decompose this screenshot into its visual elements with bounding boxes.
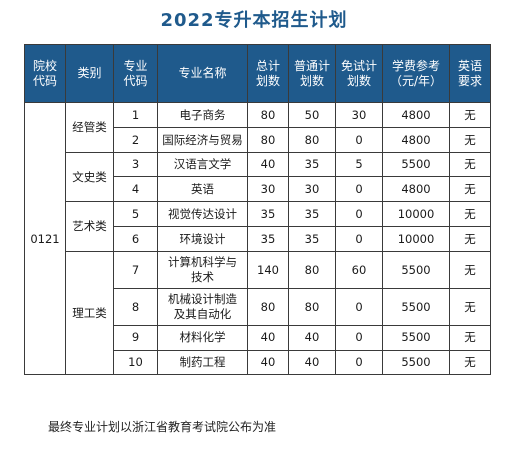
regular-cell: 80 — [288, 250, 336, 289]
major-name-cell: 机械设计制造 及其自动化 — [157, 287, 248, 326]
total-cell: 30 — [247, 176, 289, 203]
english-cell: 无 — [449, 102, 491, 128]
tuition-cell: 5500 — [382, 324, 450, 351]
table-row: 理工类 7 计算机科学与 技术 140 80 60 5500 无 — [25, 250, 491, 376]
english-cell: 无 — [449, 349, 491, 376]
major-code-cell: 6 — [113, 225, 158, 252]
major-code-cell: 4 — [113, 176, 158, 203]
page-title: 2022专升本招生计划 — [160, 10, 348, 31]
header-tuition: 学费参考 （元/年） — [382, 44, 450, 103]
exempt-cell: 0 — [335, 324, 383, 351]
table-row: 9 材料化学 40 40 0 5500 无 — [25, 324, 491, 351]
exempt-cell: 30 — [335, 102, 383, 128]
regular-cell: 35 — [288, 151, 336, 178]
category-cell: 文史类 — [65, 151, 114, 203]
regular-cell: 35 — [288, 225, 336, 252]
tuition-cell: 4800 — [382, 176, 450, 203]
english-cell: 无 — [449, 126, 491, 153]
tuition-cell: 4800 — [382, 126, 450, 153]
english-cell: 无 — [449, 176, 491, 203]
category-cell: 理工类 — [65, 250, 114, 376]
header-regular: 普通计 划数 — [288, 44, 336, 103]
table-row: 文史类 3 汉语言文学 40 35 5 5500 无 — [25, 151, 491, 203]
major-name-cell: 汉语言文学 — [157, 151, 248, 178]
major-code-cell: 7 — [113, 250, 158, 289]
major-name-cell: 电子商务 — [157, 102, 248, 128]
total-cell: 140 — [247, 250, 289, 289]
header-school-code: 院校 代码 — [24, 44, 66, 103]
regular-cell: 40 — [288, 349, 336, 376]
english-cell: 无 — [449, 250, 491, 289]
total-cell: 35 — [247, 225, 289, 252]
school-code-cell: 0121 — [24, 101, 66, 376]
exempt-cell: 0 — [335, 201, 383, 227]
enrollment-plan-table: 院校 代码 类别 专业 代码 专业名称 总计 划数 普通计 划数 免试计 划数 — [24, 44, 491, 376]
header-english: 英语 要求 — [449, 44, 491, 103]
total-cell: 40 — [247, 151, 289, 178]
total-cell: 40 — [247, 349, 289, 376]
category-cell: 艺术类 — [65, 201, 114, 252]
total-cell: 80 — [247, 102, 289, 128]
header-total: 总计 划数 — [247, 44, 289, 103]
header-exempt: 免试计 划数 — [335, 44, 383, 103]
tuition-cell: 5500 — [382, 151, 450, 178]
total-cell: 35 — [247, 201, 289, 227]
major-name-cell: 计算机科学与 技术 — [157, 250, 248, 289]
major-name-cell: 英语 — [157, 176, 248, 203]
major-code-cell: 8 — [113, 287, 158, 326]
major-code-cell: 1 — [113, 102, 158, 128]
regular-cell: 50 — [288, 102, 336, 128]
total-cell: 80 — [247, 126, 289, 153]
regular-cell: 80 — [288, 126, 336, 153]
table-row: 0121 经管类 1 电子商务 80 50 30 4800 无 — [24, 101, 491, 376]
category-cell: 经管类 — [65, 102, 114, 153]
total-cell: 40 — [247, 324, 289, 351]
table-row: 10 制药工程 40 40 0 5500 无 — [25, 349, 491, 376]
table-header-row: 院校 代码 类别 专业 代码 专业名称 总计 划数 普通计 划数 免试计 划数 — [24, 44, 491, 103]
major-name-cell: 环境设计 — [157, 225, 248, 252]
tuition-cell: 4800 — [382, 102, 450, 128]
total-cell: 80 — [247, 287, 289, 326]
major-name-cell: 视觉传达设计 — [157, 201, 248, 227]
tuition-cell: 10000 — [382, 225, 450, 252]
english-cell: 无 — [449, 225, 491, 252]
regular-cell: 40 — [288, 324, 336, 351]
header-category: 类别 — [65, 44, 114, 103]
major-name-cell: 制药工程 — [157, 349, 248, 376]
exempt-cell: 0 — [335, 349, 383, 376]
table-row: 8 机械设计制造 及其自动化 80 80 0 5500 无 — [25, 287, 491, 326]
english-cell: 无 — [449, 287, 491, 326]
english-cell: 无 — [449, 151, 491, 178]
exempt-cell: 5 — [335, 151, 383, 178]
english-cell: 无 — [449, 201, 491, 227]
major-name-cell: 国际经济与贸易 — [157, 126, 248, 153]
major-code-cell: 5 — [113, 201, 158, 227]
major-code-cell: 10 — [113, 349, 158, 376]
exempt-cell: 0 — [335, 126, 383, 153]
tuition-cell: 5500 — [382, 287, 450, 326]
tuition-cell: 5500 — [382, 349, 450, 376]
exempt-cell: 60 — [335, 250, 383, 289]
table-row: 2 国际经济与贸易 80 80 0 4800 无 — [25, 126, 491, 153]
major-name-cell: 材料化学 — [157, 324, 248, 351]
regular-cell: 30 — [288, 176, 336, 203]
exempt-cell: 0 — [335, 287, 383, 326]
header-major-code: 专业 代码 — [113, 44, 158, 103]
table-row: 艺术类 5 视觉传达设计 35 35 0 10000 无 — [25, 201, 491, 252]
major-code-cell: 9 — [113, 324, 158, 351]
exempt-cell: 0 — [335, 176, 383, 203]
major-code-cell: 3 — [113, 151, 158, 178]
regular-cell: 35 — [288, 201, 336, 227]
english-cell: 无 — [449, 324, 491, 351]
table-row: 6 环境设计 35 35 0 10000 无 — [25, 225, 491, 252]
exempt-cell: 0 — [335, 225, 383, 252]
header-major-name: 专业名称 — [157, 44, 248, 103]
regular-cell: 80 — [288, 287, 336, 326]
footnote: 最终专业计划以浙江省教育考试院公布为准 — [48, 420, 277, 434]
major-code-cell: 2 — [113, 126, 158, 153]
tuition-cell: 5500 — [382, 250, 450, 289]
tuition-cell: 10000 — [382, 201, 450, 227]
